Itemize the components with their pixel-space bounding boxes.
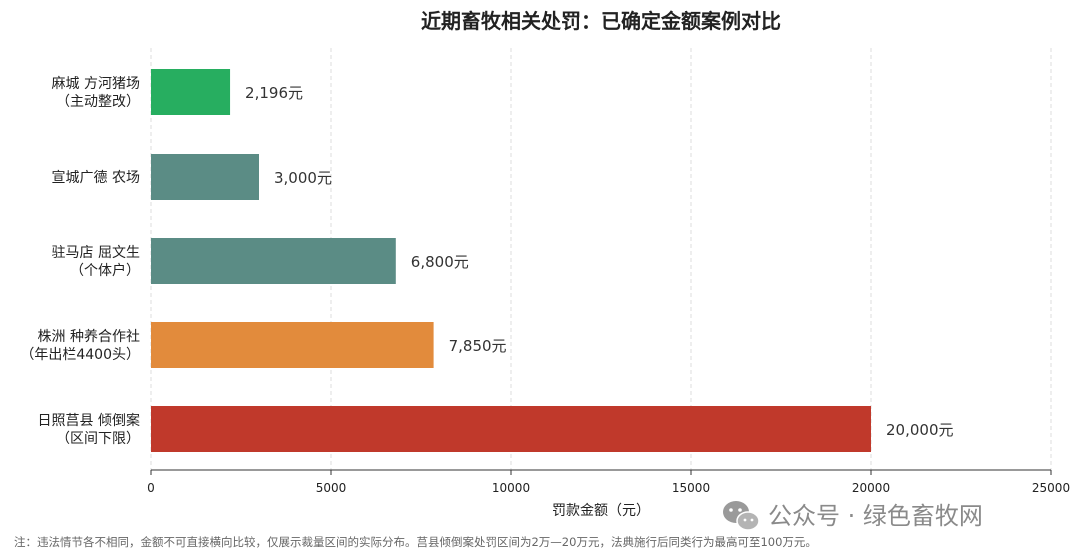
bar [151,322,434,368]
bar [151,406,871,452]
y-category-label: （区间下限） [56,431,140,447]
y-category-label: （个体户） [70,262,140,279]
x-tick-label: 10000 [492,481,530,495]
y-category-label: （主动整改） [56,94,140,110]
bar [151,238,396,284]
grid-lines [150,48,1052,470]
x-axis-label: 罚款金额（元） [552,503,650,519]
x-tick-label: 0 [147,481,155,495]
chart-title: 近期畜牧相关处罚：已确定金额案例对比 [421,9,781,33]
x-tick-label: 20000 [852,481,890,495]
watermark-text: 公众号 · 绿色畜牧网 [768,502,983,530]
y-category-label: 日照莒县 倾倒案 [38,412,140,429]
y-category-label: 驻马店 屈文生 [52,245,140,261]
y-category-label: （年出栏4400头） [20,347,140,363]
x-axis: 0 5000 10000 15000 20000 25000 [147,469,1070,495]
y-category-label: 株洲 种养合作社 [38,329,140,345]
watermark: 公众号 · 绿色畜牧网 [723,501,983,531]
y-category-label: 麻城 方河猪场 [52,76,140,92]
bar-value-label: 2,196元 [245,84,303,102]
x-tick-label: 5000 [316,481,347,495]
y-category-label: 宣城广德 农场 [52,170,140,186]
x-tick-label: 15000 [672,481,710,495]
bar-value-label: 20,000元 [886,421,954,439]
wechat-icon [723,501,760,531]
bar-value-label: 3,000元 [274,169,332,187]
bar [151,154,259,200]
bar-value-label: 7,850元 [449,337,507,355]
x-tick-label: 25000 [1032,481,1070,495]
bars: 2,196元 3,000元 6,800元 7,850元 20,000元 [151,69,954,452]
footnote: 注：违法情节各不相同，金额不可直接横向比较，仅展示裁量区间的实际分布。莒县倾倒案… [14,535,817,549]
bar [151,69,231,115]
bar-value-label: 6,800元 [411,253,469,271]
